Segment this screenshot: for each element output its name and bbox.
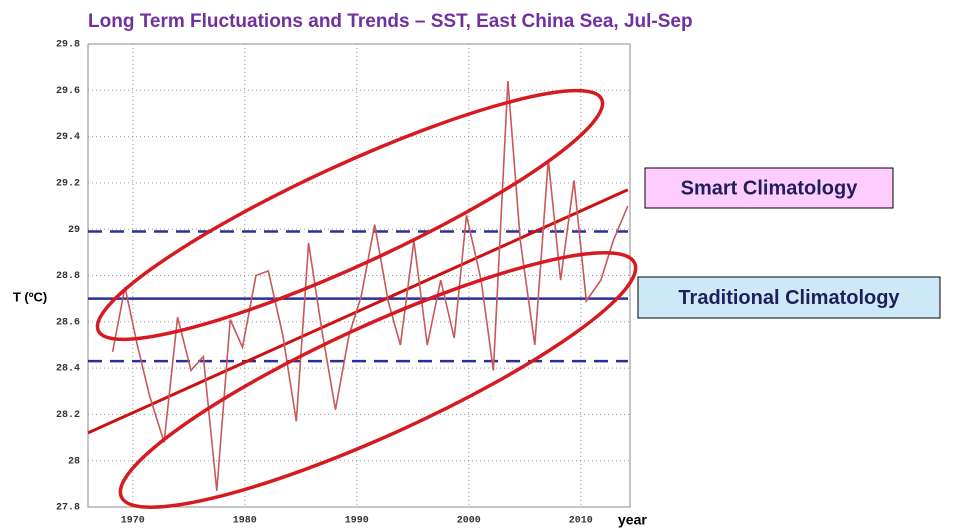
data-line: [111, 80, 629, 491]
y-tick-label: 27.8: [56, 503, 80, 514]
x-axis-label: year: [618, 512, 647, 528]
highlight-ellipse: [95, 88, 605, 342]
annotation-label: Traditional Climatology: [678, 287, 900, 309]
y-tick-label: 28.4: [56, 364, 80, 375]
y-tick-label: 29.8: [56, 40, 80, 51]
x-tick-label: 1990: [345, 516, 369, 527]
y-tick-label: 29: [68, 225, 80, 236]
chart-title: Long Term Fluctuations and Trends – SST,…: [88, 11, 693, 32]
y-tick-label: 29.2: [56, 179, 80, 190]
y-tick-label: 28.6: [56, 317, 80, 328]
trend-line: [87, 188, 629, 435]
y-tick-label: 28.2: [56, 410, 80, 421]
y-axis-label: T (ºC): [13, 289, 47, 304]
x-tick-label: 1980: [233, 516, 257, 527]
x-tick-label: 2010: [569, 516, 593, 527]
highlight-ellipse: [118, 251, 638, 509]
y-tick-label: 29.6: [56, 86, 80, 97]
annotation-box: [644, 167, 894, 209]
y-tick-label: 29.4: [56, 132, 80, 143]
y-tick-label: 28: [68, 456, 80, 467]
annotation-box: [637, 276, 941, 319]
y-tick-label: 28.8: [56, 271, 80, 282]
x-tick-label: 2000: [457, 516, 481, 527]
annotation-label: Smart Climatology: [681, 177, 859, 199]
x-tick-label: 1970: [121, 516, 145, 527]
